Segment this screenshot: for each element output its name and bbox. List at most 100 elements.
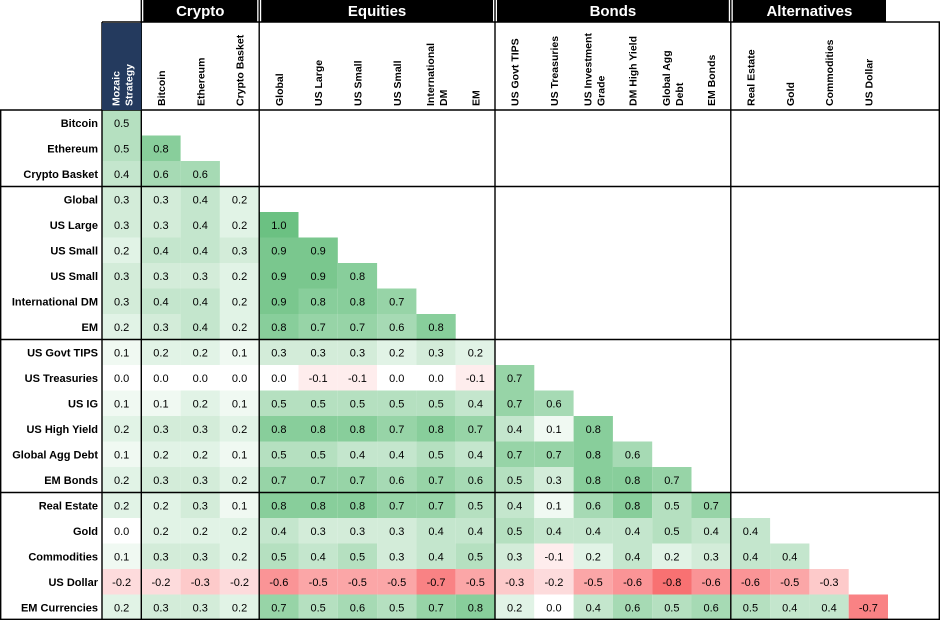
cell-value: 0.8 bbox=[586, 449, 601, 461]
cell-value: -0.5 bbox=[780, 577, 799, 589]
cell-value: 0.7 bbox=[311, 475, 326, 487]
cell-value: 0.3 bbox=[114, 194, 129, 206]
matrix-cell bbox=[416, 569, 456, 595]
matrix-cell bbox=[259, 288, 299, 314]
cell-value: 0.0 bbox=[114, 373, 129, 385]
matrix-cell bbox=[298, 467, 338, 493]
cell-value: 0.3 bbox=[193, 602, 208, 614]
matrix-cell bbox=[102, 263, 142, 289]
matrix-cell bbox=[259, 263, 299, 289]
column-label: InternationalDM bbox=[425, 43, 450, 106]
cell-value: 0.1 bbox=[232, 398, 247, 410]
matrix-cell bbox=[141, 314, 181, 340]
matrix-cell bbox=[102, 492, 142, 518]
matrix-cell bbox=[455, 339, 495, 365]
cell-value: 0.4 bbox=[350, 449, 365, 461]
matrix-cell bbox=[102, 237, 142, 263]
cell-value: -0.5 bbox=[309, 577, 328, 589]
cell-value: -0.2 bbox=[151, 577, 170, 589]
matrix-cell bbox=[298, 416, 338, 442]
matrix-cell bbox=[612, 467, 653, 493]
matrix-cell bbox=[377, 339, 417, 365]
cell-value: 0.7 bbox=[468, 424, 483, 436]
group-header-label: Equities bbox=[348, 3, 406, 20]
matrix-cell bbox=[298, 518, 338, 544]
matrix-cell bbox=[180, 314, 220, 340]
row-label: Gold bbox=[73, 526, 98, 538]
cell-value: -0.6 bbox=[269, 577, 288, 589]
cell-value: 0.3 bbox=[389, 526, 404, 538]
cell-value: 0.5 bbox=[468, 500, 483, 512]
group-header-2 bbox=[497, 0, 729, 22]
matrix-cell bbox=[337, 288, 378, 314]
matrix-cell bbox=[259, 543, 299, 569]
matrix-cell bbox=[298, 339, 338, 365]
cell-value: 0.4 bbox=[193, 322, 208, 334]
cell-value: 0.5 bbox=[350, 551, 365, 563]
cell-value: 0.3 bbox=[153, 551, 168, 563]
column-label: EM Bonds bbox=[706, 55, 718, 106]
cell-value: 0.2 bbox=[153, 347, 168, 359]
matrix-cell bbox=[495, 416, 535, 442]
cell-value: 0.2 bbox=[114, 602, 129, 614]
matrix-cell bbox=[259, 237, 299, 263]
matrix-cell bbox=[180, 594, 220, 620]
matrix-cell bbox=[180, 161, 220, 187]
cell-value: 0.0 bbox=[389, 373, 404, 385]
matrix-cell bbox=[141, 186, 181, 212]
row-label: Crypto Basket bbox=[23, 169, 98, 181]
matrix-cell bbox=[377, 492, 417, 518]
cell-value: -0.6 bbox=[702, 577, 721, 589]
cell-value: 0.9 bbox=[271, 296, 286, 308]
matrix-cell bbox=[337, 569, 378, 595]
matrix-cell bbox=[770, 594, 810, 620]
matrix-cell bbox=[652, 594, 692, 620]
cell-value: 0.8 bbox=[271, 500, 286, 512]
matrix-cell bbox=[102, 161, 142, 187]
matrix-cell bbox=[337, 390, 378, 416]
matrix-cell bbox=[691, 543, 731, 569]
row-label: US Treasuries bbox=[25, 373, 98, 385]
matrix-cell bbox=[298, 288, 338, 314]
matrix-cell bbox=[180, 467, 220, 493]
row-label: Global Agg Debt bbox=[12, 449, 98, 461]
cell-value: 0.5 bbox=[507, 475, 522, 487]
cell-value: 0.1 bbox=[546, 500, 561, 512]
cell-value: 0.5 bbox=[664, 526, 679, 538]
matrix-cell bbox=[141, 569, 181, 595]
matrix-cell bbox=[495, 492, 535, 518]
matrix-cell bbox=[495, 441, 535, 467]
cell-value: 0.8 bbox=[350, 424, 365, 436]
matrix-cell bbox=[259, 467, 299, 493]
matrix-cell bbox=[337, 492, 378, 518]
cell-value: 0.7 bbox=[428, 500, 443, 512]
column-label: US Small bbox=[392, 60, 404, 106]
matrix-cell bbox=[652, 518, 692, 544]
cell-value: 1.0 bbox=[271, 220, 286, 232]
matrix-cell bbox=[534, 416, 574, 442]
cell-value: 0.0 bbox=[232, 373, 247, 385]
matrix-cell bbox=[219, 492, 260, 518]
cell-value: 0.2 bbox=[232, 602, 247, 614]
cell-value: 0.7 bbox=[546, 449, 561, 461]
matrix-cell bbox=[219, 441, 260, 467]
cell-value: 0.5 bbox=[114, 118, 129, 130]
cell-value: 0.8 bbox=[625, 500, 640, 512]
matrix-cell bbox=[102, 110, 142, 136]
cell-value: 0.0 bbox=[193, 373, 208, 385]
cell-value: 0.4 bbox=[821, 602, 836, 614]
cell-value: 0.4 bbox=[311, 551, 326, 563]
cell-value: 0.4 bbox=[193, 220, 208, 232]
cell-value: 0.3 bbox=[311, 526, 326, 538]
cell-value: 0.7 bbox=[389, 296, 404, 308]
matrix-cell bbox=[652, 569, 692, 595]
cell-value: 0.7 bbox=[311, 322, 326, 334]
matrix-cell bbox=[219, 467, 260, 493]
matrix-cell bbox=[298, 441, 338, 467]
matrix-cell bbox=[534, 467, 574, 493]
cell-value: 0.4 bbox=[782, 602, 797, 614]
matrix-cell bbox=[652, 467, 692, 493]
matrix-cell bbox=[180, 492, 220, 518]
matrix-cell bbox=[534, 492, 574, 518]
column-label: US Treasuries bbox=[549, 36, 561, 106]
